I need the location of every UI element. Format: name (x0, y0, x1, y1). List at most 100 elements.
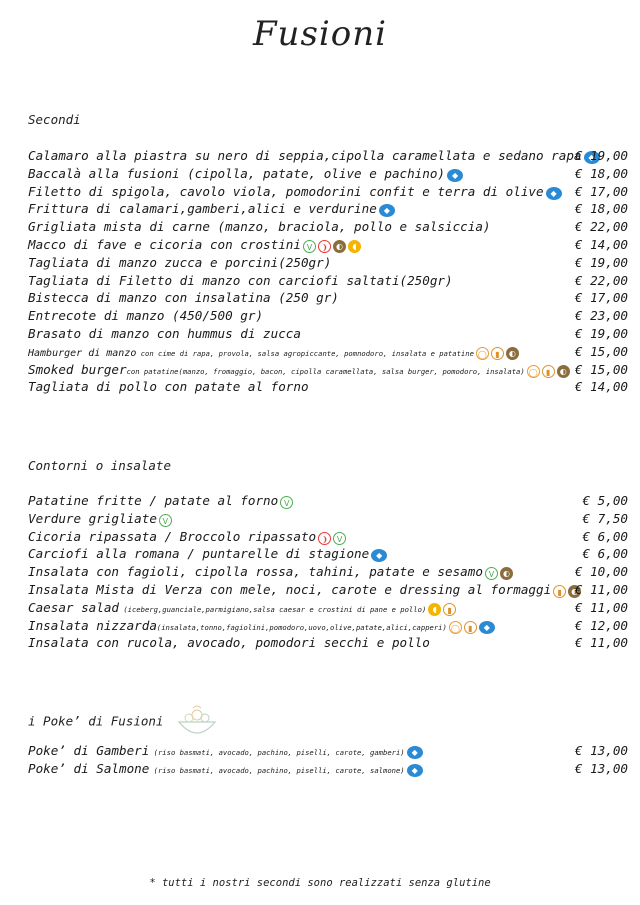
dish-name: Insalata nizzarda (28, 617, 157, 633)
dish-name: Hamburger di manzo (28, 347, 137, 359)
veg-icon: V (333, 531, 347, 545)
menu-item-name: Insalata nizzarda(insalata,tonno,fagioli… (28, 618, 497, 634)
dish-name: Brasato di manzo con hummus di zucca (28, 325, 301, 341)
menu-item-name: Insalata con rucola, avocado, pomodori s… (28, 635, 430, 650)
lactose-icon: ◖ (428, 602, 442, 616)
menu-item-name: Insalata Mista di Verza con mele, noci, … (28, 582, 583, 598)
menu-item-price: € 7,50 (582, 510, 629, 526)
allergen-icons: ◆ (406, 744, 425, 759)
section-title-secondi: Secondi (28, 112, 81, 127)
fish-icon: ◆ (406, 763, 423, 777)
allergen-icons: ◯ ▮ ◐ (475, 345, 521, 360)
restaurant-logo: Fusioni (0, 14, 640, 54)
menu-item-price: € 15,00 (574, 343, 628, 359)
dish-name: Tagliata di pollo con patate al forno (28, 379, 309, 395)
menu-item-name: Baccalà alla fusioni (cipolla, patate, o… (28, 166, 465, 182)
menu-item: Poke’ di Salmone (riso basmati, avocado,… (28, 761, 628, 779)
menu-item-price: € 22,00 (574, 272, 628, 288)
dish-name: Calamaro alla piastra su nero di seppia,… (28, 148, 582, 163)
menu-item: Baccalà alla fusioni (cipolla, patate, o… (28, 166, 628, 184)
menu-item-name: Frittura di calamari,gamberi,alici e ver… (28, 201, 397, 218)
menu-item-name: Entrecote di manzo (450/500 gr) (28, 308, 263, 323)
menu-item-name: Tagliata di Filetto di manzo con carciof… (28, 273, 453, 288)
veg-icon: V (280, 496, 294, 509)
mustard-icon: ◐ (568, 584, 582, 598)
allergen-icons: ◯ ▮ ◐ (526, 363, 572, 378)
veg-icon: V (302, 239, 316, 253)
dairy-icon: ▮ (443, 602, 457, 616)
menu-item-price: € 13,00 (574, 743, 628, 758)
menu-item: Filetto di spigola, cavolo viola, pomodo… (28, 184, 628, 202)
menu-item-price: € 22,00 (574, 219, 628, 235)
mustard-icon: ◐ (499, 567, 513, 581)
allergen-icons: ◆ (378, 202, 397, 218)
allergen-icons: ◖ ▮ (428, 601, 458, 616)
dish-name: Poke’ di Salmone (28, 760, 150, 776)
lactose-icon: ◖ (347, 239, 361, 253)
dish-name: Cicoria ripassata / Broccolo ripassato (28, 528, 317, 544)
allergen-icons: ◆ (583, 149, 602, 164)
menu-item-name: Macco di fave e cicoria con crostini V ❩ ◐ ◖ (28, 237, 363, 253)
dish-name: Patatine fritte / patate al forno (28, 493, 279, 508)
dish-description: con patatine(manzo, fromaggio, bacon, ci… (126, 366, 525, 376)
menu-item-price: € 5,00 (582, 493, 629, 508)
menu-item-price: € 13,00 (574, 760, 628, 776)
menu-item-price: € 19,00 (574, 325, 628, 341)
menu-item-price: € 15,00 (574, 361, 628, 377)
section-title-poke: i Poke’ di Fusioni (28, 704, 219, 740)
gluten-free-note: * tutti i nostri secondi sono realizzati… (149, 877, 491, 889)
dairy-icon: ▮ (463, 620, 477, 634)
dairy-icon: ▮ (553, 584, 567, 598)
egg-icon: ◯ (526, 364, 540, 378)
dish-name: Frittura di calamari,gamberi,alici e ver… (28, 201, 377, 217)
menu-item: Carciofi alla romana / puntarelle di sta… (28, 546, 628, 564)
chili-icon: ❩ (317, 239, 331, 253)
dish-name: Carciofi alla romana / puntarelle di sta… (28, 546, 370, 562)
menu-item-price: € 18,00 (574, 165, 628, 181)
menu-item-price: € 17,00 (574, 183, 628, 199)
menu-item: Tagliata di pollo con patate al forno € 1… (28, 379, 628, 397)
menu-item: Bistecca di manzo con insalatina (250 gr… (28, 290, 628, 308)
allergen-icons: V (158, 512, 174, 527)
poke-bowl-icon (177, 705, 217, 734)
menu-item-price: € 18,00 (574, 201, 628, 217)
allergen-icons: ▮ ◐ (553, 583, 583, 598)
menu-item: Tagliata di manzo zucca e porcini(250gr)… (28, 255, 628, 273)
dish-description: (riso basmati, avocado, pachino, piselli… (149, 748, 405, 757)
dish-name: Insalata con fagioli, cipolla rossa, tah… (28, 564, 483, 580)
menu-item-name: Poke’ di Gamberi (riso basmati, avocado,… (28, 743, 425, 759)
menu-item-name: Bistecca di manzo con insalatina (250 gr… (28, 290, 339, 305)
menu-item-name: Tagliata di pollo con patate al forno (28, 379, 309, 394)
dish-description: (iceberg,guanciale,parmigiano,salsa caes… (119, 604, 427, 614)
menu-item: Brasato di manzo con hummus di zucca € 19… (28, 326, 628, 344)
dish-name: Insalata con rucola, avocado, pomodori s… (28, 635, 430, 651)
dish-name: Bistecca di manzo con insalatina (250 gr… (28, 290, 339, 306)
allergen-icons: ◆ (371, 547, 389, 563)
menu-item-price: € 14,00 (574, 379, 628, 395)
menu-item-price: € 12,00 (574, 617, 628, 633)
mustard-icon: ◐ (505, 346, 519, 360)
menu-item-name: Insalata con fagioli, cipolla rossa, tah… (28, 564, 515, 581)
menu-item-price: € 11,00 (574, 599, 628, 615)
dish-name: Filetto di spigola, cavolo viola, pomodo… (28, 183, 544, 199)
menu-item-price: € 23,00 (574, 308, 628, 324)
dish-name: Tagliata di Filetto di manzo con carciof… (28, 272, 453, 288)
menu-item: Insalata Mista di Verza con mele, noci, … (28, 582, 628, 600)
egg-icon: ◯ (475, 346, 489, 360)
dish-name: Verdure grigliate (28, 510, 157, 526)
dairy-icon: ▮ (490, 346, 504, 360)
dish-description: con cime di rapa, provola, salsa agropic… (136, 348, 474, 358)
menu-item-price: € 11,00 (574, 635, 628, 651)
dish-name: Poke’ di Gamberi (28, 743, 150, 758)
menu-item: Cicoria ripassata / Broccolo ripassato ❩ V… (28, 529, 628, 547)
menu-item: Tagliata di Filetto di manzo con carciof… (28, 273, 628, 291)
allergen-icons: ❩ V (318, 530, 348, 545)
menu-list-poke: Poke’ di Gamberi (riso basmati, avocado,… (28, 743, 628, 779)
menu-item: Insalata con fagioli, cipolla rossa, tah… (28, 564, 628, 582)
fish-icon: ◆ (545, 186, 562, 200)
menu-item: Smoked burgercon patatine(manzo, fromagg… (28, 362, 628, 380)
fish-icon: ◆ (447, 168, 464, 182)
poke-title-text: i Poke’ di Fusioni (28, 713, 164, 729)
menu-item-name: Caesar salad (iceberg,guanciale,parmigia… (28, 600, 458, 616)
logo-text: Fusioni (252, 14, 388, 54)
